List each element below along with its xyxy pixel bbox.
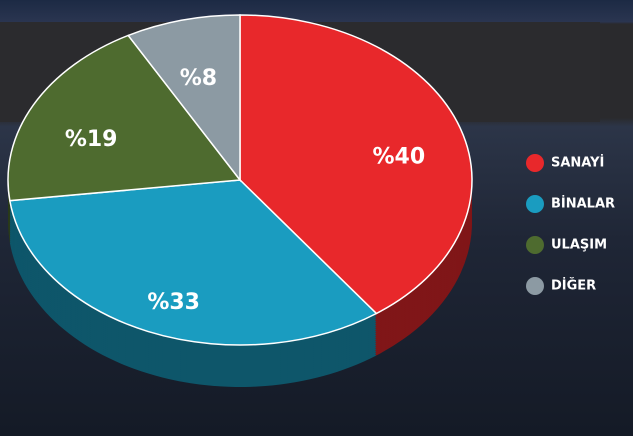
slice-label: %19 xyxy=(65,127,118,152)
legend-swatch xyxy=(526,195,544,213)
slice-label: %8 xyxy=(180,66,217,91)
slice-label: %40 xyxy=(373,144,426,169)
legend-label: DİĞER xyxy=(551,278,596,294)
legend-label: BİNALAR xyxy=(551,196,615,212)
legend-swatch xyxy=(526,277,544,295)
legend-label: SANAYİ xyxy=(551,155,604,171)
legend-label: ULAŞIM xyxy=(551,238,607,253)
legend-swatch xyxy=(526,236,544,254)
legend-swatch xyxy=(526,154,544,172)
slice-label: %33 xyxy=(147,290,200,315)
chart: %40 %33 %19 %8 SANAYİ BİNALAR ULAŞIM DİĞER xyxy=(0,0,633,436)
page: %40 %33 %19 %8 SANAYİ BİNALAR ULAŞIM DİĞER xyxy=(0,0,633,436)
